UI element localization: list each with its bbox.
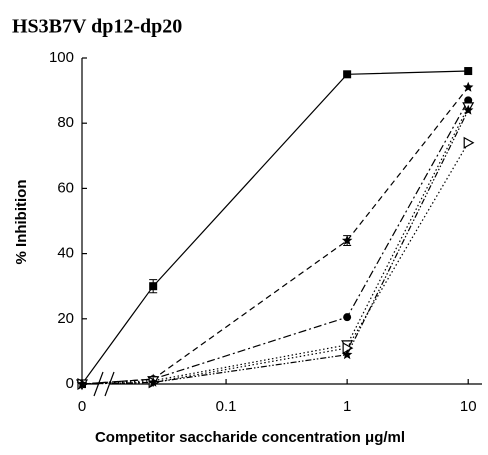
- y-tick-label: 100: [49, 49, 74, 66]
- series-line: [81, 142, 469, 385]
- series-line: [81, 109, 469, 385]
- x-axis-label: Competitor saccharide concentration μg/m…: [95, 429, 405, 446]
- axis-break: [104, 371, 115, 397]
- marker: [463, 136, 475, 149]
- axes: [81, 58, 482, 397]
- y-tick-label: 20: [57, 310, 74, 327]
- series-line: [81, 70, 469, 385]
- y-tick-label: 40: [57, 245, 74, 262]
- marker: [463, 104, 474, 115]
- marker: [149, 282, 158, 291]
- series-line: [81, 106, 469, 385]
- series-line: [81, 86, 469, 385]
- x-tick-label: 10: [460, 398, 477, 415]
- marker: [341, 349, 353, 360]
- marker: [147, 376, 159, 387]
- series-line: [81, 100, 469, 385]
- y-axis-label: % Inhibition: [13, 180, 30, 265]
- x-tick-label: 1: [343, 398, 351, 415]
- y-tick-label: 0: [66, 375, 74, 392]
- marker: [341, 235, 353, 245]
- marker: [343, 313, 352, 322]
- marker: [463, 81, 474, 92]
- x-tick-label: 0: [78, 398, 86, 415]
- marker: [76, 378, 88, 389]
- y-tick-label: 80: [57, 114, 74, 131]
- marker: [464, 67, 473, 76]
- chart-title: HS3B7V dp12-dp20: [12, 16, 182, 38]
- x-tick-label: 0.1: [216, 398, 237, 415]
- marker: [343, 70, 352, 79]
- y-tick-label: 60: [57, 179, 74, 196]
